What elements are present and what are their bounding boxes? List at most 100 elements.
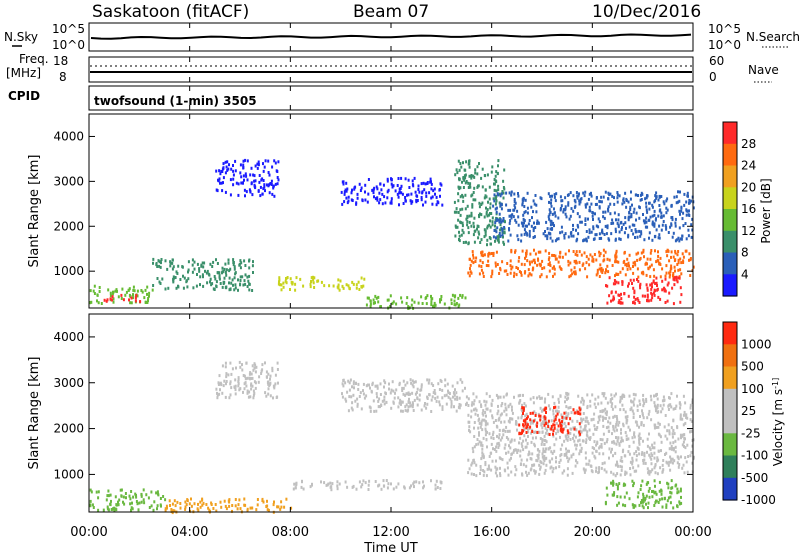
velocity-cell: [221, 364, 224, 368]
velocity-cell: [586, 420, 589, 424]
power-cell: [490, 252, 493, 255]
velocity-cell: [422, 480, 424, 484]
power-cell: [182, 274, 184, 278]
power-cell: [245, 190, 248, 194]
velocity-cell: [355, 487, 358, 491]
power-cell: [346, 187, 349, 191]
velocity-cell: [365, 394, 368, 398]
velocity-cell: [371, 381, 374, 385]
power-cell: [489, 237, 492, 241]
power-cell: [685, 249, 688, 253]
power-cell: [491, 269, 494, 273]
velocity-cell: [395, 485, 398, 489]
velocity-cell: [384, 381, 387, 385]
power-cell: [146, 292, 148, 296]
power-cell: [230, 167, 233, 171]
power-cell: [499, 202, 502, 206]
power-cell: [215, 258, 217, 262]
power-cell: [590, 202, 593, 206]
power-cell: [665, 227, 668, 231]
velocity-cell: [611, 440, 614, 444]
power-cell: [685, 213, 688, 217]
power-cell: [218, 275, 221, 279]
power-cell: [164, 287, 167, 291]
power-cell: [377, 295, 380, 299]
power-cell: [272, 186, 275, 190]
velocity-cell: [584, 428, 587, 432]
power-cell: [342, 286, 345, 290]
power-cell: [401, 300, 404, 304]
velocity-cell: [680, 434, 683, 438]
power-cell: [435, 195, 438, 199]
power-cell: [609, 192, 612, 196]
power-cell: [563, 236, 566, 240]
velocity-cell: [545, 406, 548, 410]
power-cell: [673, 283, 676, 287]
power-cell: [510, 214, 513, 217]
power-cell: [237, 288, 239, 292]
velocity-cell: [677, 437, 680, 441]
velocity-cell: [604, 502, 607, 506]
power-cell: [634, 228, 637, 232]
power-cell: [489, 225, 492, 229]
power-cell: [469, 185, 472, 189]
power-cell: [258, 180, 261, 184]
nave-tick-bottom: 0: [709, 70, 717, 84]
power-cell: [589, 253, 592, 257]
power-cell: [640, 198, 643, 201]
power-cell: [480, 213, 483, 217]
power-cell: [530, 205, 533, 209]
velocity-cell: [276, 361, 279, 365]
power-cell: [410, 192, 413, 196]
velocity-cell: [125, 496, 127, 500]
velocity-cell: [265, 375, 268, 379]
velocity-cell: [245, 361, 248, 365]
power-cell: [389, 294, 392, 298]
velocity-cell: [608, 456, 610, 460]
velocity-cell: [250, 377, 252, 380]
velocity-cell: [97, 496, 100, 500]
power-cell: [654, 249, 656, 253]
power-cell: [528, 232, 531, 236]
power-cell: [421, 302, 424, 305]
power-cell: [206, 269, 209, 273]
velocity-cell: [503, 468, 506, 472]
velocity-cell: [673, 432, 676, 436]
power-cell: [473, 186, 476, 190]
velocity-cell: [529, 397, 532, 401]
power-cell: [151, 288, 154, 292]
power-cell: [502, 191, 505, 195]
power-cell: [662, 220, 665, 223]
power-cell: [358, 182, 361, 186]
power-colorbar-tick: 12: [741, 224, 756, 238]
power-colorbar-tick: 20: [741, 180, 756, 194]
velocity-cell: [360, 407, 363, 411]
velocity-cell: [479, 465, 482, 468]
power-cell: [222, 181, 224, 185]
velocity-cell: [495, 449, 498, 453]
power-cell: [546, 237, 549, 241]
velocity-cell: [619, 495, 622, 499]
velocity-cell: [646, 450, 648, 454]
velocity-cell: [607, 425, 610, 429]
power-cell: [415, 200, 418, 204]
power-cell: [495, 180, 498, 184]
velocity-cell: [277, 505, 280, 509]
velocity-cell: [105, 498, 108, 502]
velocity-cell: [267, 382, 270, 386]
power-cell: [263, 185, 266, 189]
power-cell: [659, 297, 662, 301]
velocity-cell: [557, 405, 560, 409]
velocity-cell: [643, 401, 646, 405]
power-cell: [379, 198, 382, 202]
power-cell: [498, 212, 501, 216]
power-cell: [620, 297, 623, 301]
velocity-colorbar-frame: [722, 321, 738, 501]
velocity-cell: [612, 427, 615, 431]
velocity-cell: [231, 367, 234, 371]
power-cell: [582, 191, 585, 195]
velocity-cell: [266, 504, 269, 508]
power-cell: [553, 265, 555, 269]
x-tick-label: 00:00: [674, 525, 711, 540]
power-cell: [528, 260, 531, 264]
